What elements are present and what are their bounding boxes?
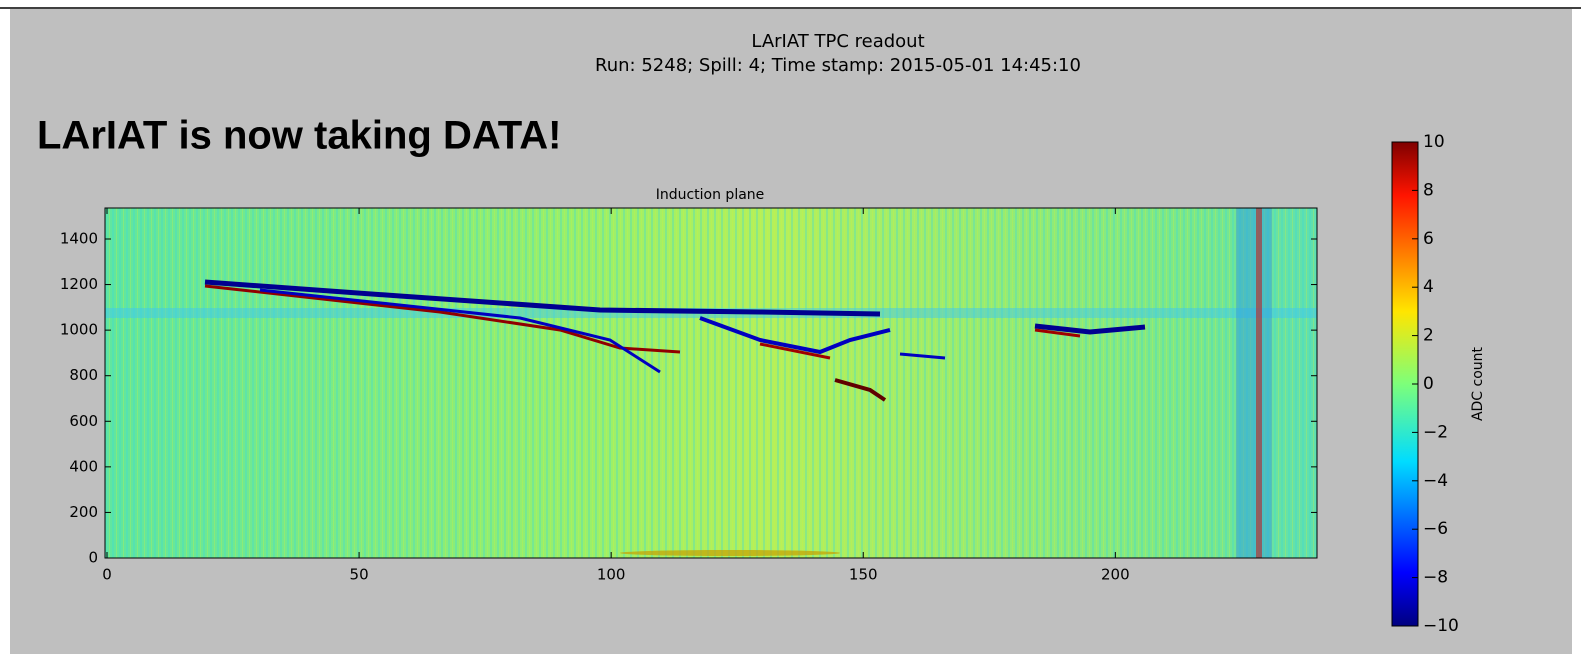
y-tick-label: 400	[69, 457, 98, 475]
colorbar-tick-label: −2	[1423, 422, 1448, 442]
x-tick-label: 100	[597, 566, 626, 584]
subtitle: Run: 5248; Spill: 4; Time stamp: 2015-05…	[595, 55, 1081, 76]
colorbar-tick-label: 8	[1423, 180, 1434, 200]
track	[699, 316, 891, 355]
colorbar-tick-label: 6	[1423, 229, 1434, 249]
title: LArIAT TPC readout	[751, 31, 924, 52]
blob	[620, 550, 840, 556]
y-tick-label: 800	[69, 366, 98, 384]
y-tick-label: 600	[69, 412, 98, 430]
y-tick-label: 1400	[60, 229, 98, 247]
panel-title: Induction plane	[656, 187, 765, 203]
colorbar-label: ADC count	[1470, 346, 1486, 421]
x-tick-label: 50	[350, 566, 369, 584]
track	[1034, 328, 1081, 338]
x-tick-label: 200	[1101, 566, 1130, 584]
x-tick-label: 0	[102, 566, 112, 584]
track	[1034, 323, 1146, 335]
heatmap	[104, 207, 1318, 559]
track	[834, 378, 887, 402]
colorbar-tick-label: −6	[1423, 519, 1448, 539]
noisy-channel	[1256, 208, 1262, 558]
track	[259, 288, 661, 374]
noisy-channels	[1236, 208, 1272, 558]
plot-frame	[104, 207, 1318, 559]
x-tick-label: 150	[849, 566, 878, 584]
y-tick-label: 200	[69, 503, 98, 521]
y-tick-label: 0	[88, 549, 98, 567]
track	[899, 352, 946, 360]
track	[759, 342, 831, 360]
heatmap-noise	[105, 208, 1317, 558]
colorbar-tick-label: −10	[1423, 616, 1459, 636]
colorbar-tick-label: −4	[1423, 471, 1448, 491]
y-tick-label: 1200	[60, 275, 98, 293]
colorbar-tick-label: 2	[1423, 326, 1434, 346]
colorbar-tick-label: 0	[1423, 374, 1434, 394]
track	[204, 284, 681, 354]
colorbar-tick-label: −8	[1423, 568, 1448, 588]
track	[204, 279, 881, 317]
banner: LArIAT is now taking DATA!	[37, 114, 561, 158]
colorbar-tick-label: 10	[1423, 132, 1445, 152]
y-tick-label: 1000	[60, 321, 98, 339]
colorbar-tick-label: 4	[1423, 277, 1434, 297]
